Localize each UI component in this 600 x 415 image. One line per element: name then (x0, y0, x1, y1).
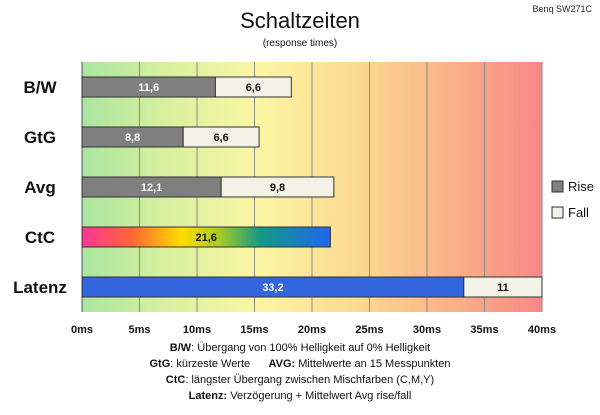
chart-subtitle: (response times) (263, 38, 337, 49)
x-tick-label-10: 10ms (183, 324, 211, 336)
bar-ctc (81, 226, 331, 248)
bar-latenz-extra (463, 276, 543, 298)
data-label-fall-1: 6,6 (214, 132, 229, 144)
category-labels: B/W GtG Avg CtC Latenz (13, 78, 67, 297)
x-tick-label-30: 30ms (413, 324, 441, 336)
x-tick-labels: 0ms 5ms 10ms 15ms 20ms 25ms 30ms 35ms 40ms (71, 324, 556, 336)
legend: Rise Fall (551, 179, 594, 220)
footer-line-4: Latenz: Verzögerung + Mittelwert Avg ris… (188, 390, 412, 402)
bar-fall-2 (220, 176, 335, 198)
data-label-rise-1: 8,8 (125, 132, 140, 144)
footer-line-1: B/W: Übergang von 100% Helligkeit auf 0%… (169, 342, 431, 354)
chart-title: Schaltzeiten (240, 8, 360, 33)
category-label-latenz: Latenz (13, 278, 67, 297)
category-label-avg: Avg (24, 178, 56, 197)
legend-swatch-fall (551, 206, 564, 219)
bar-fall-0 (214, 76, 292, 98)
footer-line-2: GtG: kürzeste Werte AVG: Mittelwerte an … (149, 358, 451, 370)
data-label-rise-0: 11,6 (138, 82, 159, 94)
footer-line-3: CtC: längster Übergang zwischen Mischfar… (165, 374, 435, 386)
bars: 11,6 6,6 8,8 6,6 12,1 9,8 21,6 33,2 11 (81, 76, 543, 298)
data-label-latenz-extra: 11 (497, 282, 509, 294)
data-label-fall-0: 6,6 (246, 82, 261, 94)
x-tick-label-5: 5ms (128, 324, 150, 336)
data-label-latenz: 33,2 (262, 282, 283, 294)
x-tick-label-15: 15ms (240, 324, 268, 336)
data-label-fall-2: 9,8 (270, 182, 285, 194)
x-tick-label-25: 25ms (355, 324, 383, 336)
watermark: Benq SW271C (532, 4, 592, 14)
data-label-ctc: 21,6 (195, 232, 216, 244)
x-tick-label-35: 35ms (470, 324, 498, 336)
category-label-gtg: GtG (24, 128, 56, 147)
x-tick-label-0: 0ms (71, 324, 93, 336)
x-tick-label-40: 40ms (528, 324, 556, 336)
legend-label-fall: Fall (568, 205, 589, 220)
bar-fall-1 (182, 126, 260, 148)
legend-swatch-rise (551, 180, 564, 193)
category-label-ctc: CtC (25, 228, 55, 247)
data-label-rise-2: 12,1 (141, 182, 162, 194)
category-label-bw: B/W (23, 78, 57, 97)
legend-label-rise: Rise (568, 179, 594, 194)
x-tick-label-20: 20ms (298, 324, 326, 336)
